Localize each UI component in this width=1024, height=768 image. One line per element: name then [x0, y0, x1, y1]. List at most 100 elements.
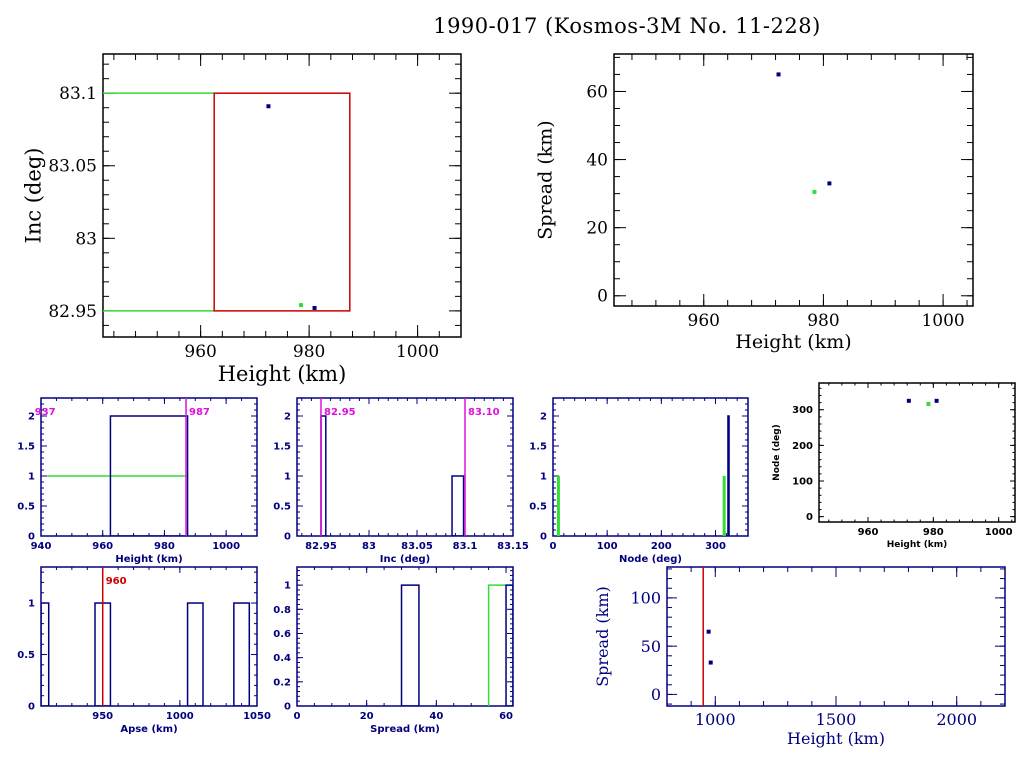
y-tick-label: 1.5 [273, 442, 291, 453]
y-tick-label: 2 [28, 412, 35, 423]
data-point [926, 402, 931, 407]
data-point [906, 398, 911, 403]
x-tick-label: 0 [550, 541, 557, 552]
x-axis-label: Height (km) [887, 540, 948, 550]
y-tick-label: 0.4 [273, 653, 291, 664]
x-tick-label: 1050 [243, 711, 271, 722]
plot-content [41, 567, 251, 706]
chart-spread-vs-height-wide: 1000 1500 2000 0 50 100 Height (km) Spread (km) [593, 566, 1006, 748]
x-tick-label: 960 [688, 311, 720, 331]
marker-label: 82.95 [324, 407, 356, 418]
x-axis-label: Inc (deg) [380, 554, 431, 565]
marker-label: 987 [189, 407, 210, 418]
histogram-bar [505, 584, 513, 706]
x-axis-label: Height (km) [735, 331, 851, 353]
y-tick-label: 0 [651, 685, 661, 704]
histogram-bar [186, 602, 204, 706]
data-point [776, 72, 781, 77]
marker-label: 83.10 [468, 407, 500, 418]
x-tick-label: 0 [294, 711, 301, 722]
y-tick-label: 0 [28, 532, 35, 543]
y-tick-label: 0.8 [273, 605, 291, 616]
plot-frame [818, 382, 1016, 523]
y-axis-label: Spread (km) [593, 586, 612, 687]
chart-inc-histogram: 82.95 83 83.05 83.1 83.15 0 0.5 1 1.5 2 Inc (deg) 8… [273, 397, 529, 565]
y-tick-label: 0 [284, 702, 291, 713]
green-bar [487, 584, 507, 706]
plot-content [320, 398, 466, 536]
x-tick-label: 940 [31, 541, 52, 552]
x-tick-label: 40 [429, 711, 443, 722]
y-tick-label: 20 [586, 219, 608, 239]
x-tick-label: 60 [499, 711, 513, 722]
x-tick-label: 980 [923, 527, 944, 538]
y-tick-label: 83.05 [48, 157, 97, 177]
y-tick-label: 83 [75, 229, 97, 249]
histogram-bar [233, 602, 251, 706]
plot-frame [40, 397, 258, 537]
y-tick-label: 1 [540, 472, 547, 483]
x-tick-label: 980 [154, 541, 175, 552]
y-tick-label: 0.6 [273, 629, 291, 640]
x-tick-label: 100 [597, 541, 618, 552]
plot-content [47, 398, 189, 536]
histogram-bar [109, 415, 189, 536]
data-point [266, 104, 271, 109]
y-tick-label: 1 [284, 581, 291, 592]
y-tick-label: 1.5 [529, 442, 547, 453]
chart-spread-histogram: 0 20 40 60 0 0.2 0.4 0.6 0.8 1 Spread (km) [273, 566, 514, 735]
y-tick-label: 0.2 [273, 677, 291, 688]
plot-frame [552, 397, 749, 537]
data-point [706, 629, 711, 634]
data-point [708, 660, 713, 665]
x-tick-label: 83.1 [453, 541, 478, 552]
y-axis-label: Spread (km) [535, 120, 557, 239]
y-tick-label: 0 [806, 512, 813, 523]
x-tick-label: 980 [293, 342, 325, 362]
x-tick-label: 980 [807, 311, 839, 331]
plot-content [103, 92, 351, 312]
x-tick-label: 1000 [921, 311, 964, 331]
y-tick-label: 1 [28, 472, 35, 483]
x-axis-label: Height (km) [787, 729, 885, 748]
marker-label: 937 [35, 407, 56, 418]
y-tick-label: 300 [792, 405, 813, 416]
y-tick-label: 0.5 [529, 502, 547, 513]
bounding-box [213, 92, 351, 312]
data-point [812, 189, 817, 194]
y-tick-label: 0 [284, 532, 291, 543]
histogram-bar [41, 602, 50, 706]
chart-spread-vs-height: 960 980 1000 0 20 40 60 Height (km) Spread (km) [535, 53, 974, 353]
plot-frame [40, 566, 258, 707]
y-axis-label: Node (deg) [772, 424, 782, 481]
plot-frame [613, 53, 974, 307]
x-tick-label: 1000 [985, 527, 1013, 538]
y-tick-label: 2 [540, 412, 547, 423]
plot-frame [296, 397, 514, 537]
chart-node-histogram: 0 100 200 300 0 0.5 1 1.5 2 Node (deg) [529, 397, 749, 565]
plot-content [702, 567, 713, 706]
y-tick-label: 40 [586, 151, 608, 171]
x-axis-label: Spread (km) [370, 724, 440, 735]
y-tick-label: 50 [641, 637, 661, 656]
x-axis-label: Apse (km) [120, 724, 177, 735]
histogram-bar [400, 584, 420, 706]
y-tick-label: 200 [792, 441, 813, 452]
x-tick-label: 20 [360, 711, 374, 722]
data-point [934, 398, 939, 403]
y-tick-label: 60 [586, 82, 608, 102]
chart-inc-vs-height: 960 980 1000 82.95 83 83.05 83.1 Height (km) Inc… [22, 53, 462, 386]
x-axis-label: Height (km) [218, 362, 347, 386]
x-tick-label: 1000 [396, 342, 439, 362]
plot-frame [666, 566, 1006, 707]
x-tick-label: 960 [92, 541, 113, 552]
x-tick-label: 1500 [816, 710, 857, 729]
x-tick-label: 1000 [166, 711, 194, 722]
y-tick-label: 0.5 [17, 502, 35, 513]
histogram-bar [727, 415, 730, 536]
plot-content [776, 72, 832, 194]
y-tick-label: 1 [28, 599, 35, 610]
main-title: 1990-017 (Kosmos-3M No. 11-228) [433, 14, 821, 38]
y-tick-label: 83.1 [59, 84, 97, 104]
